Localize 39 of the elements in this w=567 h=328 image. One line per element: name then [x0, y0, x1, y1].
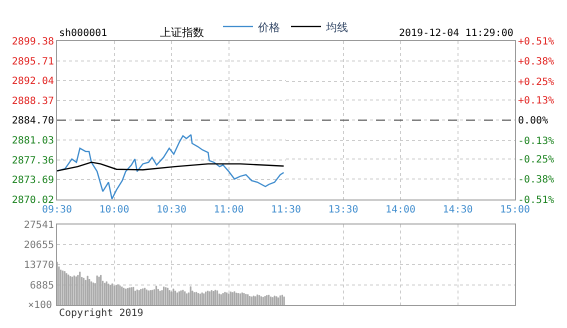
- y-tick-label: +0.25%: [518, 76, 554, 88]
- y-tick-label: 13770: [24, 260, 54, 272]
- y-tick-label: 2873.69: [12, 175, 54, 186]
- y-tick-label: 2888.37: [12, 96, 54, 107]
- y-tick-label: +0.38%: [518, 56, 554, 68]
- y-tick-label: 2884.70: [12, 116, 54, 127]
- y-tick-label: -0.13%: [518, 136, 554, 147]
- text: Copyright 2019: [59, 308, 144, 319]
- text: 2019-12-04 11:29:00: [399, 28, 514, 39]
- line-series: [57, 162, 284, 172]
- y-tick-label: 20655: [24, 240, 54, 252]
- legend-label: 价格: [257, 20, 280, 34]
- y-tick-label: +0.13%: [518, 96, 554, 107]
- text: sh000001: [59, 28, 108, 39]
- x-tick-label: 10:30: [156, 204, 187, 216]
- y-tick-label: 2899.38: [12, 36, 54, 48]
- y-tick-label: 2892.04: [12, 76, 54, 88]
- y-tick-label: 6885: [30, 280, 54, 292]
- chart-title: 上证指数: [160, 26, 204, 39]
- y-tick-label: 2881.03: [12, 136, 54, 146]
- y-tick-label: 27541: [24, 220, 54, 231]
- y-tick-label: 2877.36: [12, 155, 54, 166]
- x-tick-label: 11:00: [214, 204, 244, 216]
- y-tick-label: +0.51%: [518, 36, 554, 48]
- y-tick-label: -0.38%: [518, 174, 554, 186]
- x-tick-label: 11:30: [270, 204, 302, 216]
- y-tick-label: 2870.02: [12, 194, 54, 206]
- legend-label: 均线: [325, 20, 348, 34]
- x-tick-label: 14:30: [442, 204, 473, 216]
- x-tick-label: 15:00: [500, 204, 530, 216]
- y-tick-label: -0.25%: [518, 154, 554, 166]
- y-axis-title: ×100: [28, 300, 52, 311]
- y-tick-label: 2895.71: [12, 56, 54, 68]
- x-tick-label: 13:30: [328, 204, 358, 216]
- y-tick-label: -0.51%: [518, 194, 554, 206]
- x-tick-label: 10:00: [99, 204, 130, 216]
- y-tick-label: 0.00%: [518, 116, 548, 127]
- x-tick-label: 09:30: [42, 204, 72, 216]
- x-tick-label: 14:00: [385, 204, 416, 216]
